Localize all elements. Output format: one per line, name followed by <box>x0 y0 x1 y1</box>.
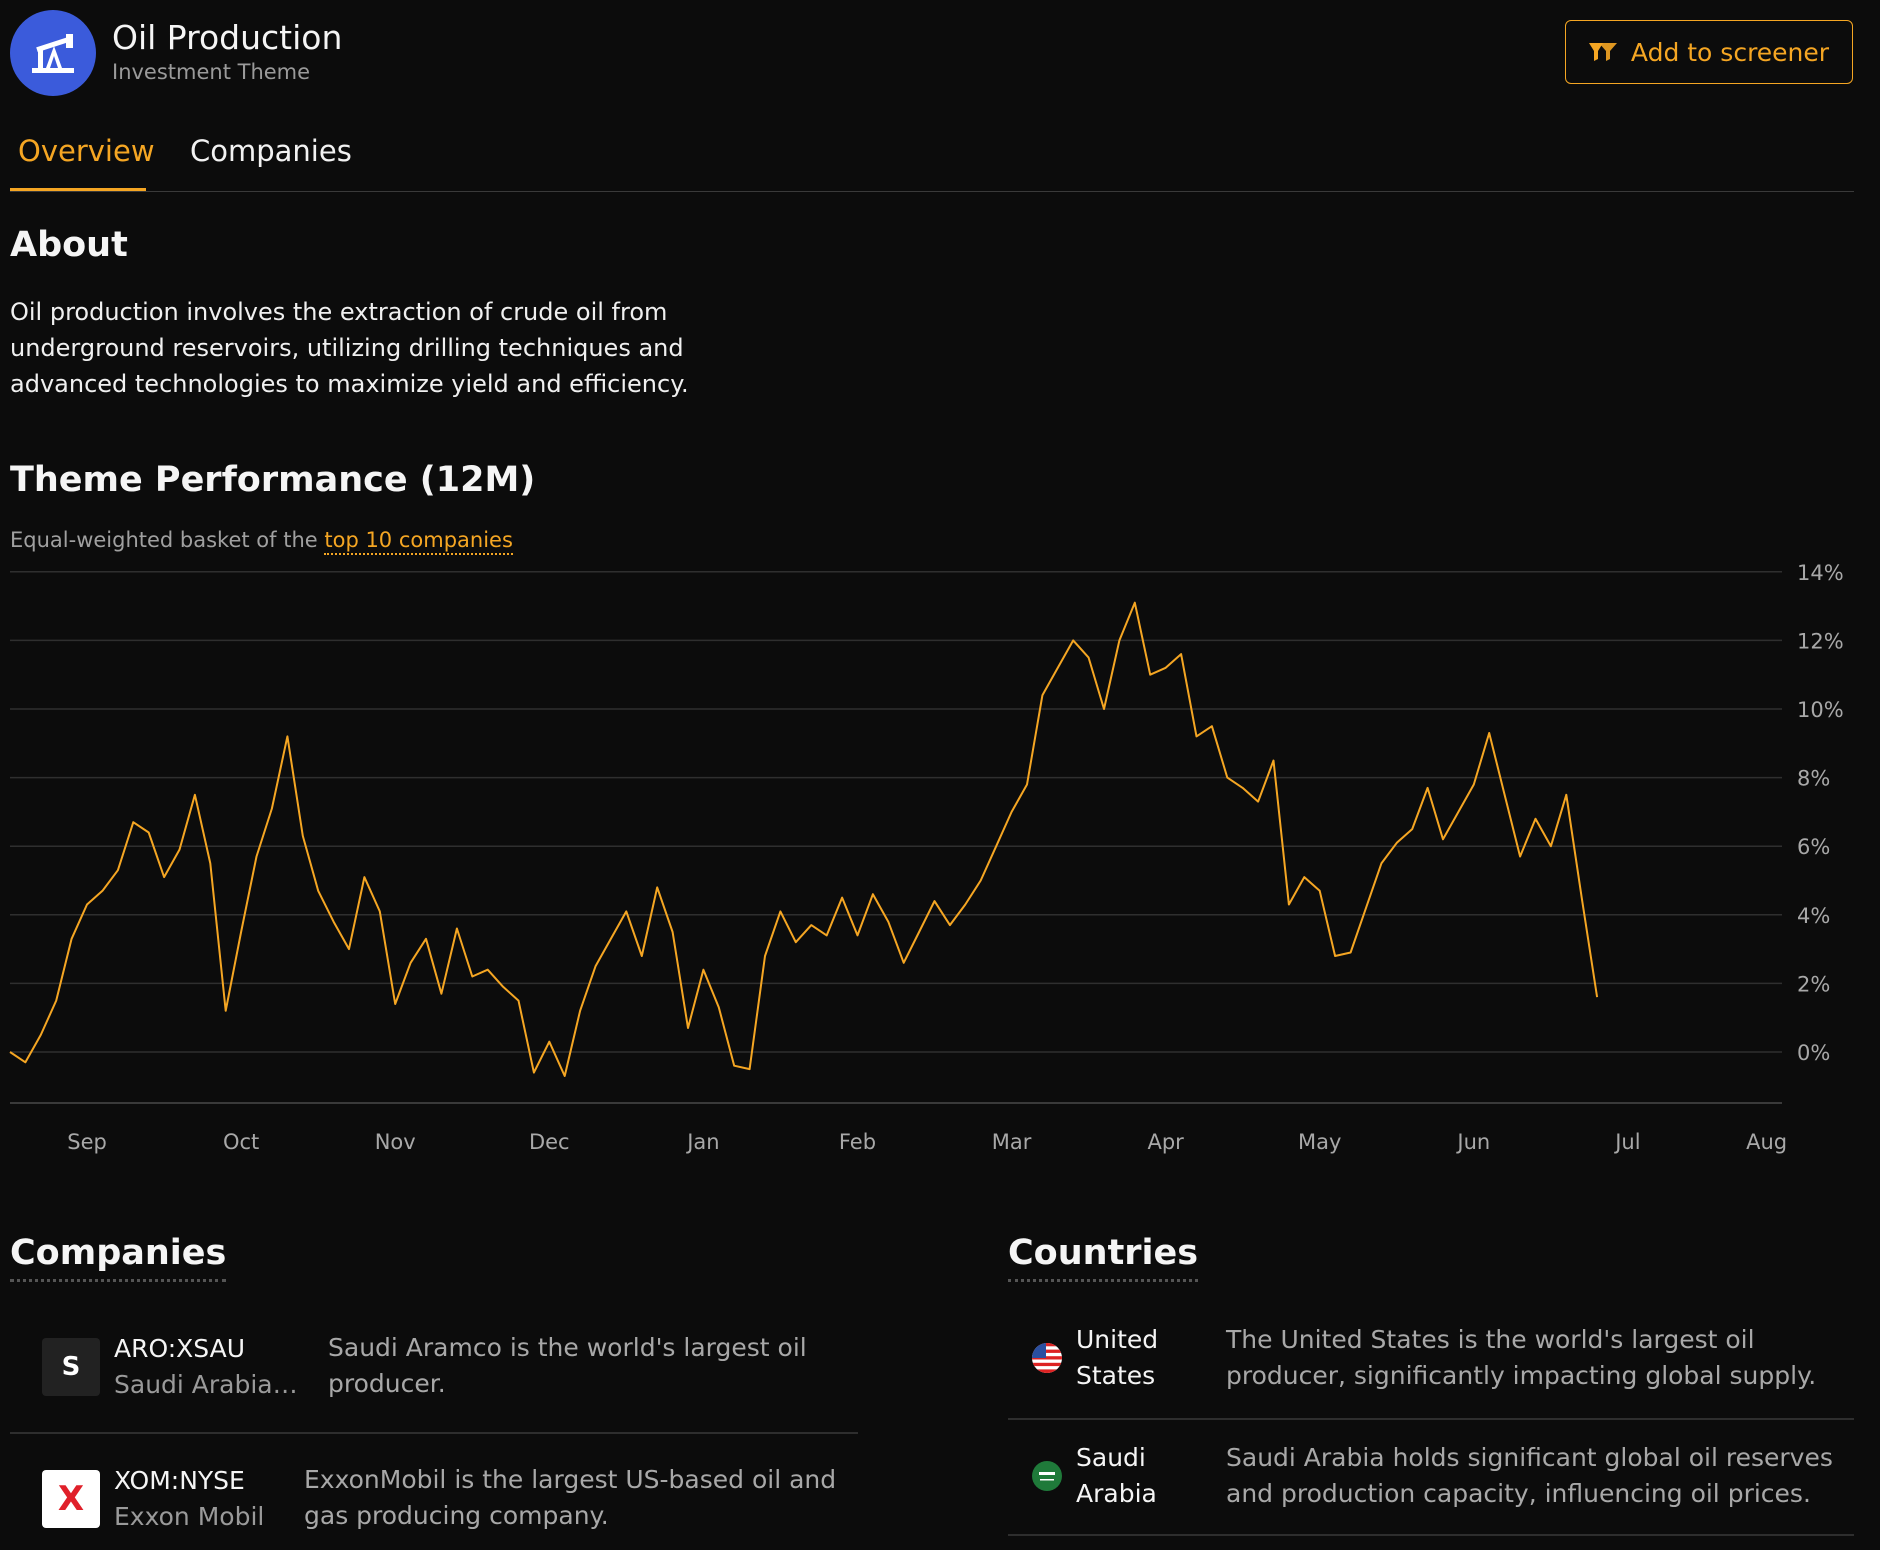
x-tick-label: Jan <box>685 1130 719 1154</box>
saudi-flag-icon <box>1032 1461 1062 1491</box>
country-description: The United States is the world's largest… <box>1226 1325 1817 1390</box>
performance-subtitle-text: Equal-weighted basket of the <box>10 528 325 552</box>
company-logo-text: S <box>61 1352 81 1382</box>
company-description: Saudi Aramco is the world's largest oil … <box>328 1333 807 1398</box>
country-row[interactable]: Saudi Arabia Saudi Arabia holds signific… <box>1008 1438 1854 1534</box>
row-divider <box>1008 1534 1854 1536</box>
about-text: Oil production involves the extraction o… <box>10 298 689 398</box>
company-description: ExxonMobil is the largest US-based oil a… <box>304 1465 837 1530</box>
company-row[interactable]: X XOM:NYSE Exxon Mobil ExxonMobil is the… <box>10 1452 858 1550</box>
tab-companies[interactable]: Companies <box>190 134 352 168</box>
x-tick-label: Nov <box>375 1130 416 1154</box>
top-companies-link[interactable]: top 10 companies <box>324 528 513 555</box>
x-tick-label: Jun <box>1455 1130 1490 1154</box>
performance-chart: 0% 2% 4% 6% 8% 10% 12% 14% Sep Oct Nov Dec Jan Feb Mar… <box>9 561 1844 1154</box>
performance-subtitle: Equal-weighted basket of the top 10 comp… <box>10 528 513 555</box>
page-subtitle: Investment Theme <box>112 60 311 84</box>
company-logo-text: X <box>57 1479 85 1519</box>
x-tick-label: Jul <box>1613 1130 1640 1154</box>
y-tick-label: 2% <box>1797 972 1830 996</box>
x-tick-label: May <box>1298 1130 1341 1154</box>
company-ticker: ARO:XSAU <box>114 1334 245 1363</box>
company-logo: S <box>42 1338 100 1396</box>
performance-heading: Theme Performance (12M) <box>10 460 536 500</box>
about-heading: About <box>10 225 128 265</box>
y-tick-label: 14% <box>1797 561 1844 585</box>
x-tick-label: Aug <box>1746 1130 1787 1154</box>
country-name: United States <box>1076 1325 1159 1390</box>
oil-pump-icon <box>32 34 74 73</box>
y-tick-label: 6% <box>1797 835 1830 859</box>
country-description: Saudi Arabia holds significant global oi… <box>1226 1443 1833 1508</box>
active-tab-indicator <box>10 188 146 191</box>
tab-overview[interactable]: Overview <box>18 134 155 168</box>
company-ticker: XOM:NYSE <box>114 1466 245 1495</box>
companies-heading[interactable]: Companies <box>10 1233 227 1282</box>
y-tick-label: 12% <box>1797 629 1844 653</box>
company-row[interactable]: S ARO:XSAU Saudi Arabia… Saudi Aramco is… <box>10 1320 858 1432</box>
tab-bar: Overview Companies <box>10 130 1854 192</box>
company-name: Saudi Arabia… <box>114 1370 298 1399</box>
country-row[interactable]: United States The United States is the w… <box>1008 1320 1854 1418</box>
row-divider <box>1008 1418 1854 1420</box>
page-title: Oil Production <box>112 18 343 57</box>
y-tick-label: 10% <box>1797 698 1844 722</box>
row-divider <box>10 1432 858 1434</box>
y-tick-label: 4% <box>1797 904 1830 928</box>
company-logo: X <box>42 1470 100 1528</box>
x-tick-label: Apr <box>1147 1130 1184 1154</box>
filter-icon <box>1588 43 1617 61</box>
x-tick-label: Oct <box>223 1130 259 1154</box>
theme-logo <box>10 10 96 96</box>
y-tick-label: 0% <box>1797 1041 1830 1065</box>
countries-heading[interactable]: Countries <box>1008 1233 1199 1282</box>
x-tick-label: Sep <box>67 1130 107 1154</box>
add-to-screener-label: Add to screener <box>1630 37 1830 67</box>
performance-series-line <box>9 601 1599 1077</box>
add-to-screener-button[interactable]: Add to screener <box>1565 20 1853 84</box>
company-name: Exxon Mobil <box>114 1502 265 1531</box>
x-tick-label: Mar <box>992 1130 1032 1154</box>
x-tick-label: Dec <box>529 1130 570 1154</box>
x-tick-label: Feb <box>839 1130 876 1154</box>
country-name: Saudi Arabia <box>1076 1443 1157 1508</box>
y-tick-label: 8% <box>1797 767 1830 791</box>
us-flag-icon <box>1032 1343 1062 1373</box>
